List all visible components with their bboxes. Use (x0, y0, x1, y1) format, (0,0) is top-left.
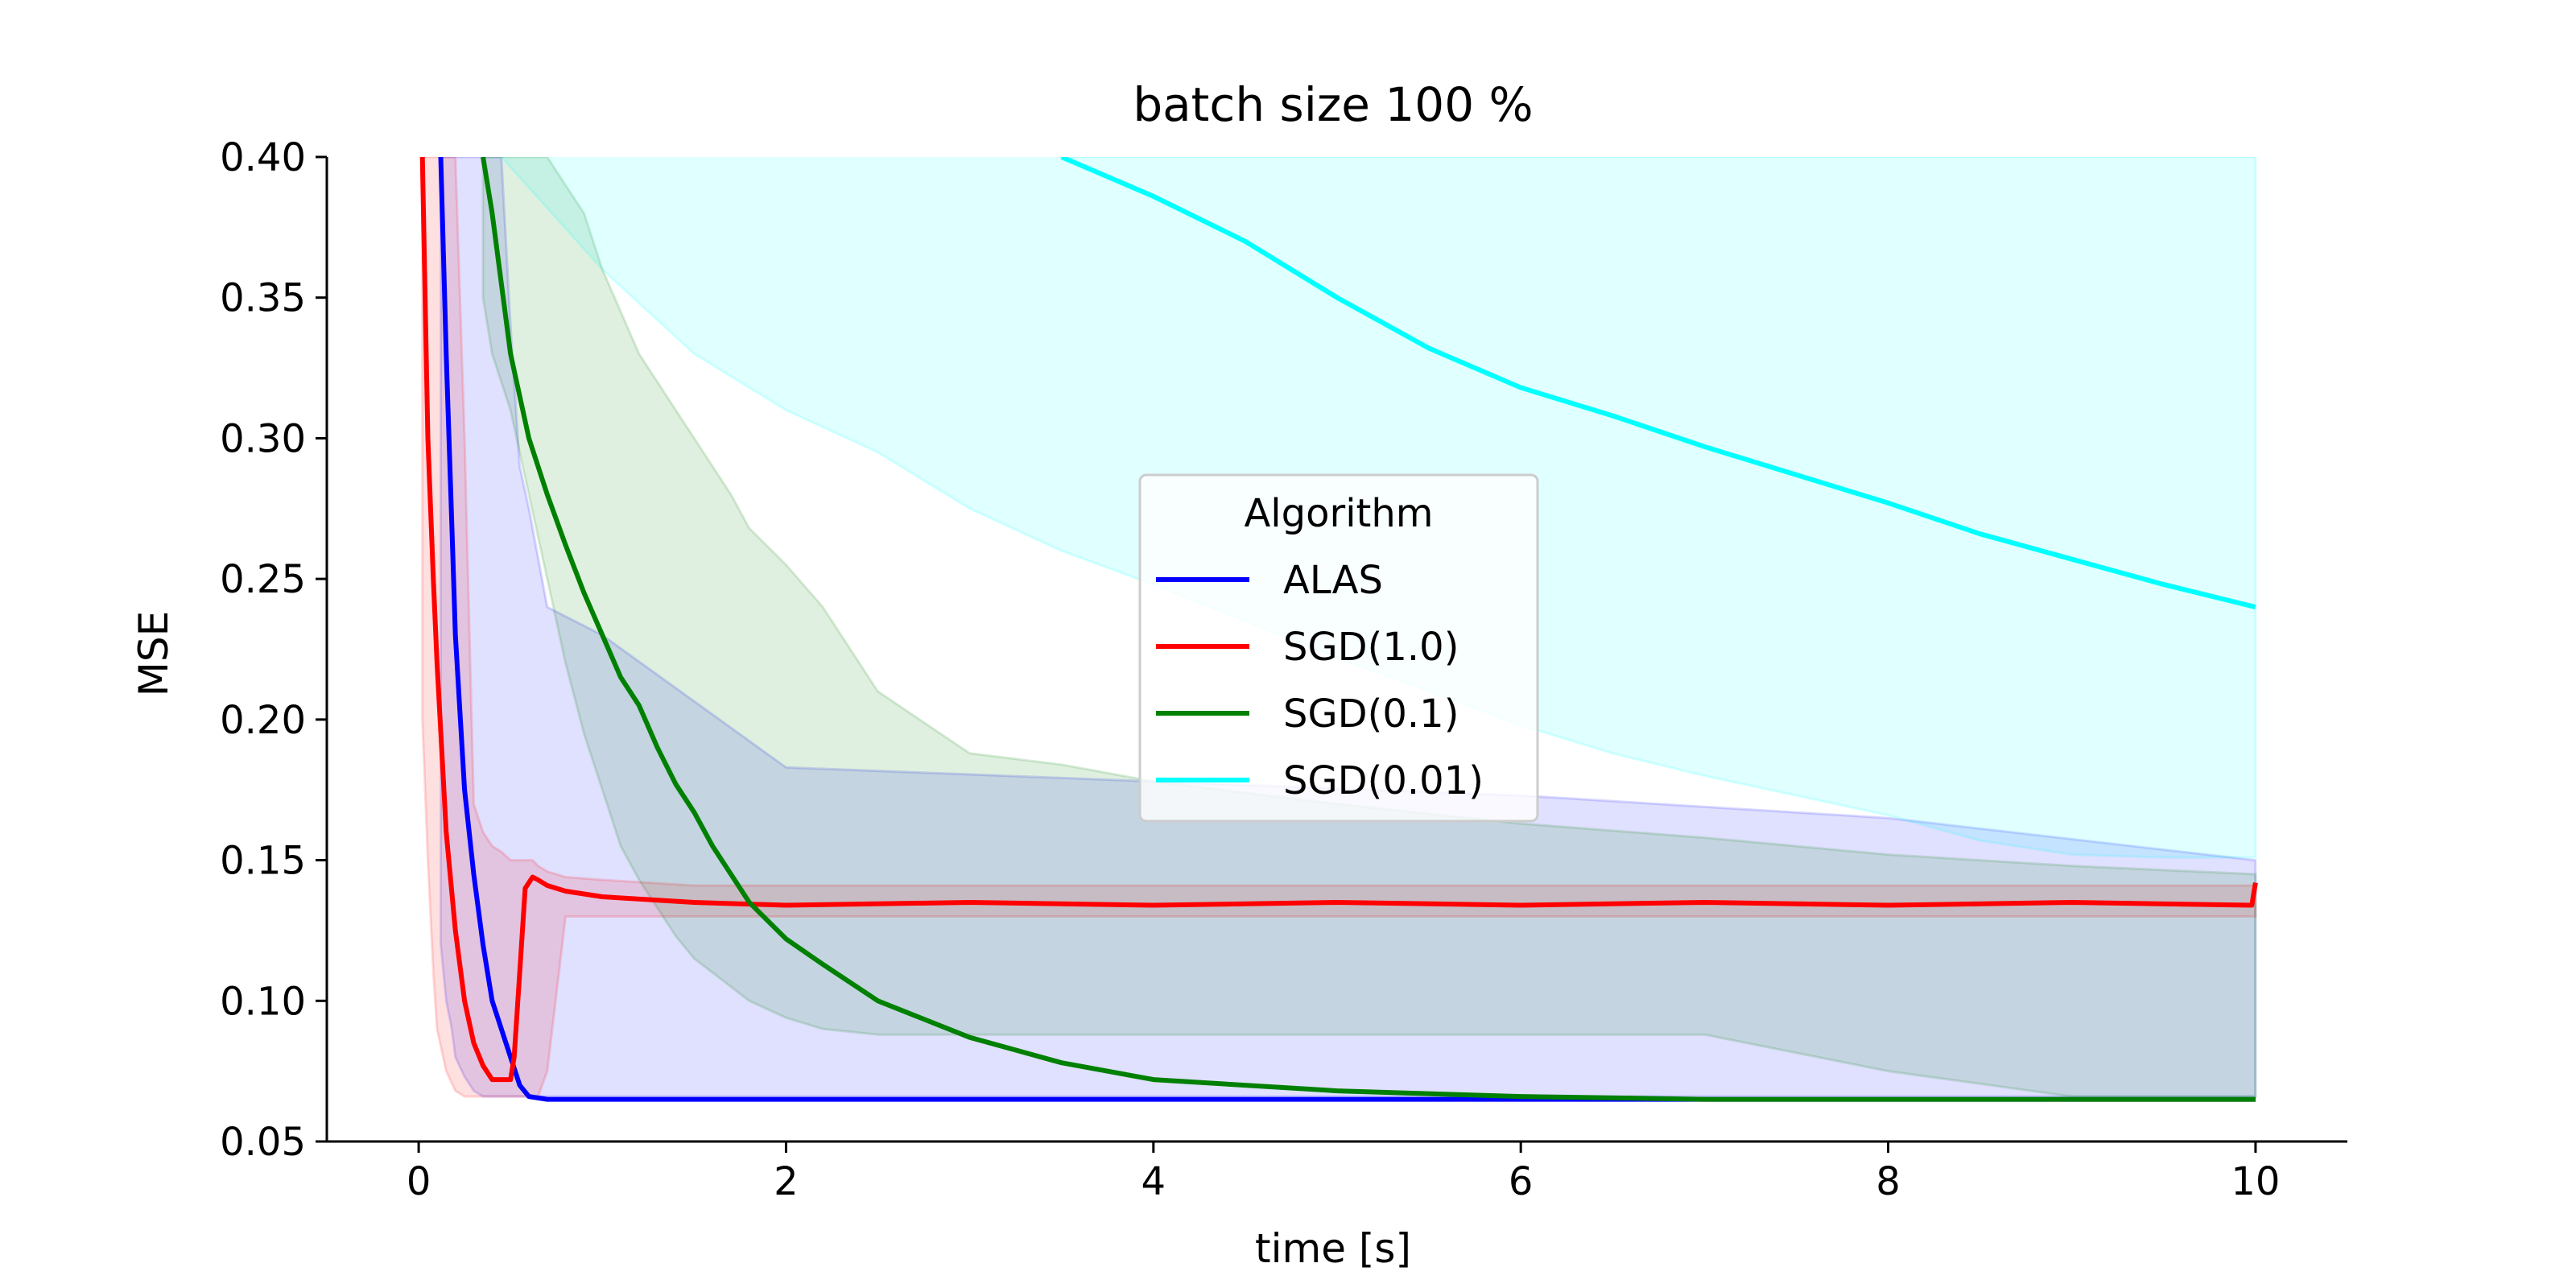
y-tick-label: 0.40 (220, 135, 306, 180)
chart-title: batch size 100 % (1133, 77, 1533, 132)
y-axis-label: MSE (130, 611, 177, 696)
axes: 0 2 4 6 8 10 0.05 0.10 0.15 0.20 0.25 0.30 0.35 0.40 (220, 135, 2347, 1204)
series-line-sgd-0-01 (1060, 157, 2256, 610)
series-line-sgd-0-1 (481, 157, 2256, 1102)
legend-title: Algorithm (1244, 491, 1433, 536)
y-tick-label: 0.35 (220, 276, 306, 321)
y-tick-label: 0.15 (220, 839, 306, 884)
band-sgd-1-0 (421, 157, 2257, 1098)
y-tick-label: 0.20 (220, 698, 306, 743)
x-tick-label: 6 (1509, 1159, 1534, 1204)
y-tick-label: 0.05 (220, 1120, 306, 1165)
legend-label: SGD(0.01) (1283, 758, 1484, 803)
legend: Algorithm ALAS SGD(1.0) SGD(0.1) SGD(0.01) (1138, 473, 1539, 823)
y-tick-label: 0.25 (220, 557, 306, 602)
x-tick-label: 2 (774, 1159, 799, 1204)
x-tick-label: 4 (1141, 1159, 1166, 1204)
x-tick-label: 0 (407, 1159, 431, 1204)
legend-label: SGD(1.0) (1283, 625, 1459, 670)
series-line-alas (438, 157, 2256, 1102)
band-alas (440, 157, 2257, 1098)
legend-label: ALAS (1283, 558, 1383, 603)
x-axis-label: time [s] (1255, 1225, 1411, 1272)
y-tick-label: 0.10 (220, 979, 306, 1024)
x-tick-label: 8 (1876, 1159, 1901, 1204)
y-tick-label: 0.30 (220, 416, 306, 461)
x-tick-label: 10 (2231, 1159, 2280, 1204)
legend-box (1138, 473, 1539, 823)
series-lines (419, 157, 2258, 1102)
band-sgd-0-1 (481, 157, 2257, 1098)
legend-label: SGD(0.1) (1283, 691, 1459, 737)
series-line-sgd-1-0 (419, 157, 2258, 1083)
